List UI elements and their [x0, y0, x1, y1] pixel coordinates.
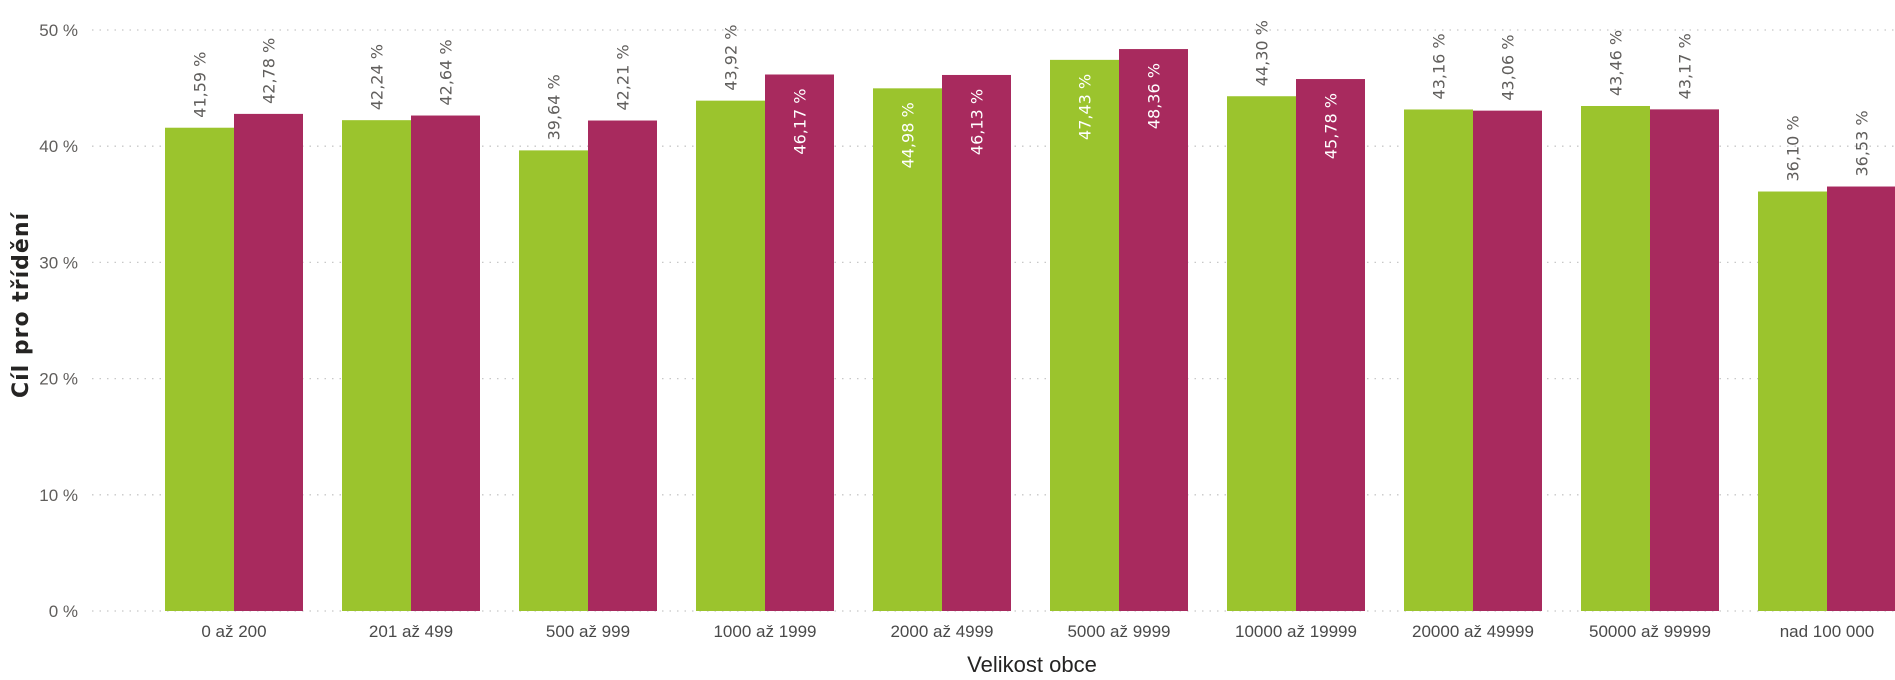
x-category-label: nad 100 000	[1780, 622, 1875, 641]
data-label: 39,64 %	[545, 74, 564, 140]
x-category-label: 5000 až 9999	[1067, 622, 1170, 641]
data-label: 36,53 %	[1853, 110, 1872, 176]
bar	[942, 74, 1011, 611]
bar	[342, 120, 411, 611]
y-axis-ticks: 0 % 10 % 20 % 30 % 40 % 50 %	[39, 21, 78, 621]
x-category-label: 500 až 999	[546, 622, 630, 641]
bar	[1473, 110, 1542, 612]
bar	[1050, 59, 1119, 611]
data-label: 43,06 %	[1499, 35, 1518, 101]
data-label: 42,21 %	[614, 44, 633, 110]
data-label: 43,92 %	[722, 25, 741, 91]
bar	[1227, 96, 1296, 611]
x-axis-title: Velikost obce	[967, 652, 1097, 677]
x-category-label: 1000 až 1999	[713, 622, 816, 641]
bar	[1581, 105, 1650, 611]
bar	[765, 74, 834, 612]
bar	[411, 115, 480, 612]
data-label: 43,17 %	[1676, 33, 1695, 99]
y-tick-label: 10 %	[39, 486, 78, 505]
bar	[1650, 109, 1719, 612]
data-label: 45,78 %	[1322, 93, 1341, 159]
bar	[1827, 186, 1895, 611]
bar	[1296, 79, 1365, 612]
data-label: 44,30 %	[1253, 20, 1272, 86]
bar	[588, 120, 657, 611]
bar	[519, 150, 588, 612]
x-category-label: 20000 až 49999	[1412, 622, 1534, 641]
x-category-label: 201 až 499	[369, 622, 453, 641]
data-label: 43,16 %	[1430, 33, 1449, 99]
bar	[234, 113, 303, 612]
y-tick-label: 20 %	[39, 370, 78, 389]
y-tick-label: 0 %	[49, 602, 78, 621]
x-category-label: 50000 až 99999	[1589, 622, 1711, 641]
y-tick-label: 40 %	[39, 137, 78, 156]
x-category-label: 10000 až 19999	[1235, 622, 1357, 641]
y-tick-label: 50 %	[39, 21, 78, 40]
bar	[873, 88, 942, 611]
data-label: 47,43 %	[1076, 74, 1095, 140]
data-label: 42,78 %	[260, 38, 279, 104]
data-labels: 41,59 % 42,78 % 42,24 % 42,64 % 39,64 % 42,21…	[191, 20, 1872, 181]
data-label: 36,10 %	[1784, 115, 1803, 181]
data-label: 48,36 %	[1145, 63, 1164, 129]
data-label: 46,17 %	[791, 89, 810, 155]
data-label: 42,24 %	[368, 44, 387, 110]
data-label: 43,46 %	[1607, 30, 1626, 96]
bar	[1119, 49, 1188, 611]
data-label: 44,98 %	[899, 102, 918, 168]
y-tick-label: 30 %	[39, 253, 78, 272]
bar	[1404, 109, 1473, 611]
bar	[1758, 191, 1827, 611]
data-label: 46,13 %	[968, 89, 987, 155]
x-axis-categories: 0 až 200 201 až 499 500 až 999 1000 až 1999…	[201, 622, 1874, 641]
bars	[165, 49, 1895, 612]
bar	[696, 100, 765, 611]
data-label: 42,64 %	[437, 39, 456, 105]
data-label: 41,59 %	[191, 52, 210, 118]
y-axis-title: Cíl pro třídění	[9, 212, 34, 398]
x-category-label: 2000 až 4999	[890, 622, 993, 641]
bar	[165, 127, 234, 612]
x-category-label: 0 až 200	[201, 622, 266, 641]
